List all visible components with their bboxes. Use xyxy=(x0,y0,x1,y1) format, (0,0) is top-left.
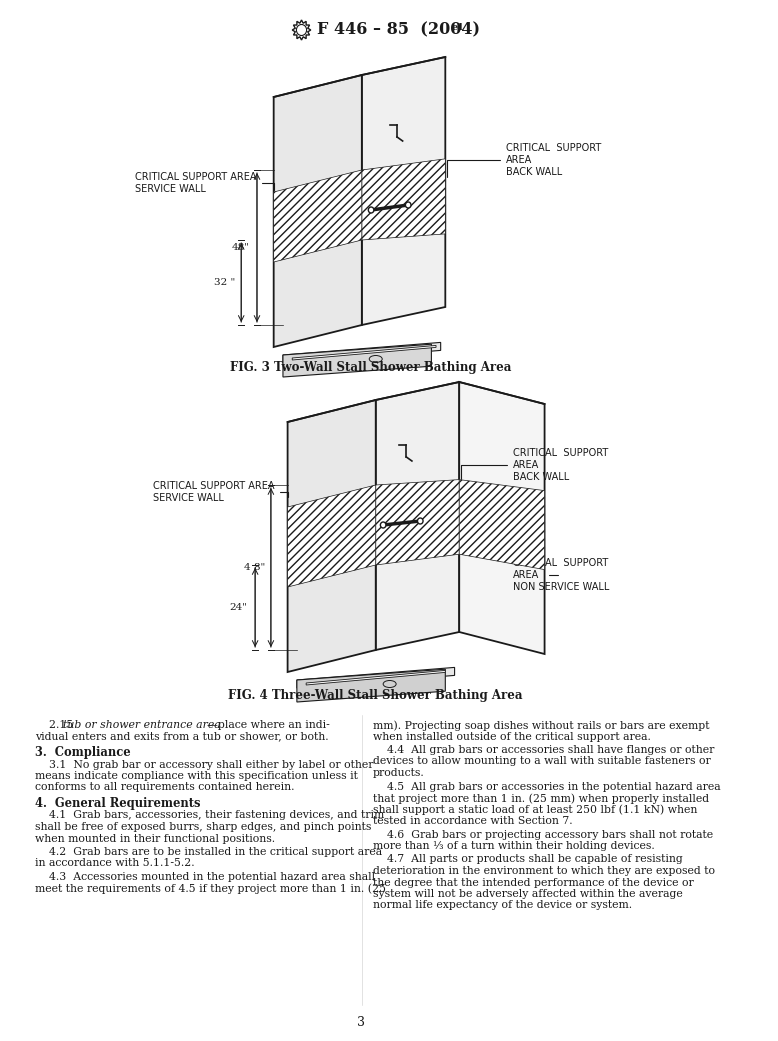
Text: 4.4  All grab bars or accessories shall have flanges or other: 4.4 All grab bars or accessories shall h… xyxy=(373,745,714,755)
Polygon shape xyxy=(288,485,376,587)
Text: tested in accordance with Section 7.: tested in accordance with Section 7. xyxy=(373,816,573,826)
Text: 24": 24" xyxy=(230,603,247,612)
Text: FIG. 3 Two-Wall Stall Shower Bathing Area: FIG. 3 Two-Wall Stall Shower Bathing Are… xyxy=(230,360,512,374)
Text: deterioration in the environment to which they are exposed to: deterioration in the environment to whic… xyxy=(373,866,715,875)
Text: conforms to all requirements contained herein.: conforms to all requirements contained h… xyxy=(35,783,295,792)
Text: CRITICAL SUPPORT AREA
SERVICE WALL: CRITICAL SUPPORT AREA SERVICE WALL xyxy=(153,481,288,503)
Polygon shape xyxy=(297,669,445,702)
Polygon shape xyxy=(362,57,445,325)
Text: 4.5  All grab bars or accessories in the potential hazard area: 4.5 All grab bars or accessories in the … xyxy=(373,782,720,791)
Text: 2.15: 2.15 xyxy=(35,720,80,730)
Text: tub or shower entrance area: tub or shower entrance area xyxy=(63,720,221,730)
Polygon shape xyxy=(376,480,459,565)
Text: in accordance with 5.1.1-5.2.: in accordance with 5.1.1-5.2. xyxy=(35,859,194,868)
Polygon shape xyxy=(283,345,431,377)
Circle shape xyxy=(368,207,374,213)
Text: that project more than 1 in. (25 mm) when properly installed: that project more than 1 in. (25 mm) whe… xyxy=(373,793,709,804)
Text: 4.7  All parts or products shall be capable of resisting: 4.7 All parts or products shall be capab… xyxy=(373,855,683,864)
Polygon shape xyxy=(274,75,362,347)
Text: when installed outside of the critical support area.: when installed outside of the critical s… xyxy=(373,732,651,741)
Text: 4.2  Grab bars are to be installed in the critical support area: 4.2 Grab bars are to be installed in the… xyxy=(35,847,382,857)
Text: normal life expectancy of the device or system.: normal life expectancy of the device or … xyxy=(373,900,632,911)
Text: vidual enters and exits from a tub or shower, or both.: vidual enters and exits from a tub or sh… xyxy=(35,732,329,741)
Text: 48": 48" xyxy=(231,243,249,252)
Text: 3: 3 xyxy=(357,1016,365,1030)
Text: 4 8": 4 8" xyxy=(244,563,265,572)
Text: 4.6  Grab bars or projecting accessory bars shall not rotate: 4.6 Grab bars or projecting accessory ba… xyxy=(373,830,713,839)
Circle shape xyxy=(418,518,423,524)
Text: shall support a static load of at least 250 lbf (1.1 kN) when: shall support a static load of at least … xyxy=(373,805,697,815)
Text: CRITICAL  SUPPORT
AREA
NON SERVICE WALL: CRITICAL SUPPORT AREA NON SERVICE WALL xyxy=(513,558,609,591)
Text: shall be free of exposed burrs, sharp edges, and pinch points: shall be free of exposed burrs, sharp ed… xyxy=(35,822,372,832)
Text: 4.1  Grab bars, accessories, their fastening devices, and trim: 4.1 Grab bars, accessories, their fasten… xyxy=(35,811,384,820)
Circle shape xyxy=(405,202,411,208)
Polygon shape xyxy=(297,667,454,688)
Polygon shape xyxy=(293,346,436,360)
Text: means indicate compliance with this specification unless it: means indicate compliance with this spec… xyxy=(35,771,358,781)
Text: 32 ": 32 " xyxy=(214,278,235,287)
Text: mm). Projecting soap dishes without rails or bars are exempt: mm). Projecting soap dishes without rail… xyxy=(373,720,710,731)
Polygon shape xyxy=(283,342,440,363)
Text: 3.  Compliance: 3. Compliance xyxy=(35,746,131,759)
Text: more than ⅓ of a turn within their holding devices.: more than ⅓ of a turn within their holdi… xyxy=(373,841,655,850)
Text: 4.  General Requirements: 4. General Requirements xyxy=(35,797,201,810)
Text: CRITICAL SUPPORT AREA
SERVICE WALL: CRITICAL SUPPORT AREA SERVICE WALL xyxy=(135,172,274,194)
Text: CRITICAL  SUPPORT
AREA
BACK WALL: CRITICAL SUPPORT AREA BACK WALL xyxy=(447,144,601,177)
Circle shape xyxy=(296,25,307,35)
Polygon shape xyxy=(362,159,445,240)
Text: FIG. 4 Three-Wall Stall Shower Bathing Area: FIG. 4 Three-Wall Stall Shower Bathing A… xyxy=(229,688,523,702)
Text: devices to allow mounting to a wall with suitable fasteners or: devices to allow mounting to a wall with… xyxy=(373,757,710,766)
Circle shape xyxy=(380,522,386,528)
Polygon shape xyxy=(459,382,545,654)
Text: CRITICAL  SUPPORT
AREA
BACK WALL: CRITICAL SUPPORT AREA BACK WALL xyxy=(461,449,608,482)
Text: products.: products. xyxy=(373,768,425,778)
Polygon shape xyxy=(274,170,362,262)
Polygon shape xyxy=(307,670,445,685)
Polygon shape xyxy=(293,20,310,40)
Polygon shape xyxy=(459,480,545,569)
Text: e1: e1 xyxy=(452,23,464,31)
Text: the degree that the intended performance of the device or: the degree that the intended performance… xyxy=(373,878,694,888)
Text: 4.3  Accessories mounted in the potential hazard area shall: 4.3 Accessories mounted in the potential… xyxy=(35,872,375,882)
Text: system will not be adversely affected within the average: system will not be adversely affected wi… xyxy=(373,889,683,899)
Text: F 446 – 85  (2004): F 446 – 85 (2004) xyxy=(317,22,480,39)
Text: when mounted in their functional positions.: when mounted in their functional positio… xyxy=(35,834,275,843)
Text: —place where an indi-: —place where an indi- xyxy=(207,720,330,730)
Polygon shape xyxy=(376,382,459,650)
Polygon shape xyxy=(288,400,376,672)
Text: 3.1  No grab bar or accessory shall either by label or other: 3.1 No grab bar or accessory shall eithe… xyxy=(35,760,373,769)
Text: meet the requirements of 4.5 if they project more than 1 in. (25: meet the requirements of 4.5 if they pro… xyxy=(35,884,386,894)
